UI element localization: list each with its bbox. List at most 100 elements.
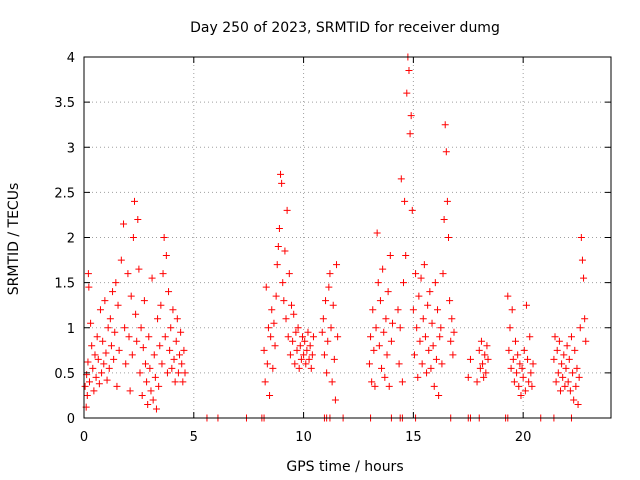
data-point <box>508 306 516 314</box>
data-point <box>139 344 147 352</box>
data-point <box>441 121 449 129</box>
data-point <box>275 224 283 232</box>
data-point <box>563 342 571 350</box>
data-point <box>418 360 426 368</box>
data-point <box>436 333 444 341</box>
data-point <box>264 324 272 332</box>
data-point <box>526 333 534 341</box>
data-point <box>419 315 427 323</box>
data-point <box>510 378 518 386</box>
data-point <box>176 351 184 359</box>
data-point <box>83 391 91 399</box>
data-point <box>293 346 301 354</box>
data-point <box>387 337 395 345</box>
x-tick-label: 10 <box>295 430 312 445</box>
data-point <box>439 270 447 278</box>
data-point <box>428 319 436 327</box>
data-point <box>372 324 380 332</box>
data-point <box>331 396 339 404</box>
data-point <box>380 328 388 336</box>
data-point <box>261 378 269 386</box>
data-point <box>476 364 484 372</box>
data-point <box>575 373 583 381</box>
data-point <box>163 369 171 377</box>
y-tick-label: 1.5 <box>54 277 75 292</box>
data-point <box>302 360 310 368</box>
x-axis-label: GPS time / hours <box>286 459 403 475</box>
data-point <box>99 337 107 345</box>
data-point <box>138 391 146 399</box>
data-point <box>569 369 577 377</box>
data-point <box>432 355 440 363</box>
data-point <box>403 89 411 97</box>
data-point <box>281 247 289 255</box>
data-point <box>136 369 144 377</box>
data-point <box>296 342 304 350</box>
data-point <box>506 324 514 332</box>
data-point <box>514 351 522 359</box>
data-point <box>270 319 278 327</box>
data-point <box>427 364 435 372</box>
data-point <box>405 67 413 75</box>
data-point <box>448 315 456 323</box>
data-point <box>440 215 448 223</box>
data-point <box>149 396 157 404</box>
y-tick-label: 1 <box>67 322 75 337</box>
data-point <box>85 378 93 386</box>
data-point <box>300 351 308 359</box>
data-point <box>552 378 560 386</box>
data-point <box>581 315 589 323</box>
data-point <box>135 265 143 273</box>
data-point <box>81 382 89 390</box>
data-point <box>323 369 331 377</box>
data-point <box>567 333 575 341</box>
data-point <box>386 252 394 260</box>
data-point <box>127 292 135 300</box>
y-tick-label: 2 <box>67 232 75 247</box>
data-point <box>515 382 523 390</box>
data-point <box>295 364 303 372</box>
data-point <box>389 319 397 327</box>
data-point <box>267 333 275 341</box>
data-point <box>120 220 128 228</box>
data-point <box>464 373 472 381</box>
data-point <box>573 364 581 372</box>
data-point <box>445 234 453 241</box>
data-point <box>124 270 132 278</box>
data-point <box>319 315 327 323</box>
data-point <box>156 342 164 350</box>
data-point <box>286 351 294 359</box>
x-tick-label: 5 <box>190 430 198 445</box>
data-point <box>280 297 288 305</box>
data-point <box>107 342 115 350</box>
data-point <box>297 355 305 363</box>
x-tick-label: 20 <box>515 430 532 445</box>
data-point <box>447 337 455 345</box>
data-point <box>87 319 95 327</box>
data-point <box>329 301 337 309</box>
data-point <box>434 306 442 314</box>
data-point <box>180 346 188 354</box>
data-point <box>96 306 104 314</box>
data-point <box>171 378 179 386</box>
data-point <box>450 328 458 336</box>
data-point <box>322 297 330 305</box>
data-point <box>519 373 527 381</box>
data-point <box>158 360 166 368</box>
data-point <box>166 346 174 354</box>
data-point <box>306 342 314 350</box>
data-point <box>85 283 93 291</box>
data-point <box>262 283 270 291</box>
data-point <box>90 387 98 395</box>
data-point <box>473 378 481 386</box>
data-point <box>520 346 528 354</box>
data-point <box>420 261 428 269</box>
data-point <box>407 112 415 120</box>
data-point <box>399 279 407 287</box>
data-point <box>423 369 431 377</box>
data-point <box>334 333 342 341</box>
data-point <box>505 346 513 354</box>
data-point <box>371 382 379 390</box>
data-point <box>178 360 186 368</box>
data-point <box>475 346 483 354</box>
